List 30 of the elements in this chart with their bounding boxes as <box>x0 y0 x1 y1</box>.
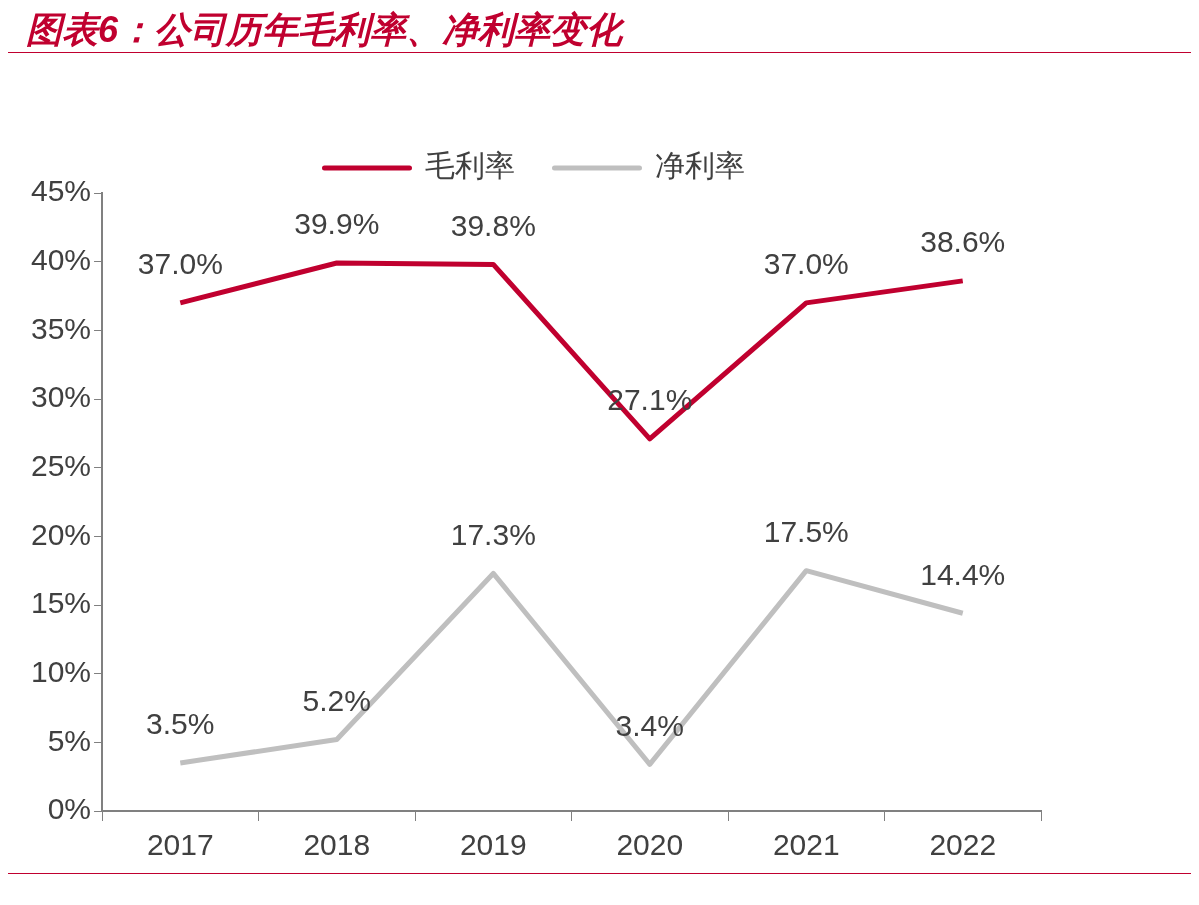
data-label: 3.5% <box>146 707 215 741</box>
y-tick-label: 15% <box>31 586 92 620</box>
y-tick-label: 45% <box>31 174 92 208</box>
y-tick-label: 0% <box>47 792 92 826</box>
x-tick-label: 2017 <box>146 828 214 862</box>
data-label: 39.9% <box>294 207 380 241</box>
y-tick-label: 5% <box>47 723 92 757</box>
y-tick-label: 40% <box>31 242 92 276</box>
data-label: 37.0% <box>137 247 223 281</box>
y-tick-label: 10% <box>31 654 92 688</box>
data-label: 37.0% <box>763 247 849 281</box>
x-tick-label: 2021 <box>772 828 840 862</box>
y-tick-label: 35% <box>31 311 92 345</box>
chart-title: 图表6：公司历年毛利率、净利率变化 <box>8 8 1191 53</box>
x-tick-label: 2018 <box>303 828 371 862</box>
y-tick-label: 25% <box>31 448 92 482</box>
data-label: 39.8% <box>450 208 536 242</box>
data-label: 5.2% <box>302 683 371 717</box>
y-tick-label: 30% <box>31 380 92 414</box>
data-label: 3.4% <box>615 708 684 742</box>
x-tick-label: 2019 <box>459 828 527 862</box>
data-label: 38.6% <box>920 225 1006 259</box>
x-tick-label: 2020 <box>616 828 684 862</box>
y-tick-label: 20% <box>31 517 92 551</box>
x-tick-label: 2022 <box>929 828 997 862</box>
legend-label: 净利率 <box>654 149 745 183</box>
legend-label: 毛利率 <box>424 149 515 183</box>
data-label: 17.5% <box>763 514 849 548</box>
data-label: 14.4% <box>920 557 1006 591</box>
data-label: 17.3% <box>450 517 536 551</box>
